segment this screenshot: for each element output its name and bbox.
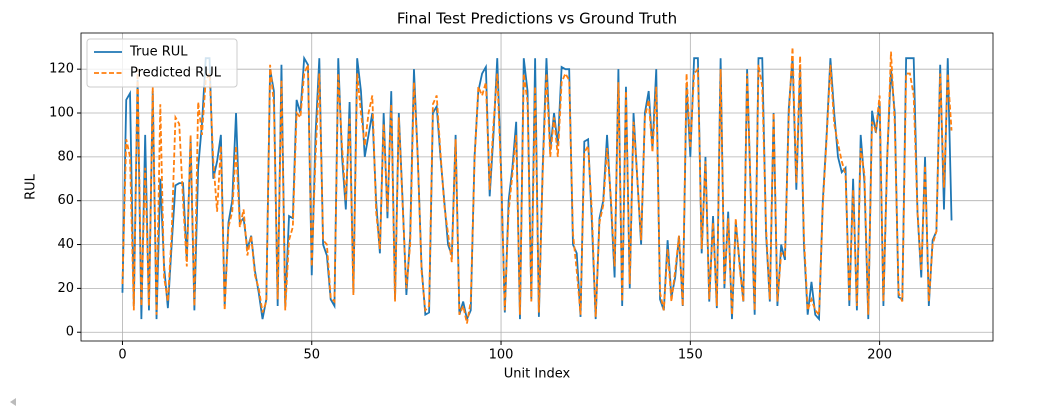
y-tick-label: 0 (66, 325, 74, 340)
y-tick-label: 80 (57, 149, 74, 164)
y-tick-label: 20 (57, 281, 74, 296)
y-tick-label: 40 (57, 237, 74, 252)
x-tick-label: 200 (867, 348, 892, 363)
y-tick-label: 100 (49, 106, 74, 121)
x-tick-label: 100 (489, 348, 514, 363)
x-tick-label: 50 (303, 348, 320, 363)
x-axis-label: Unit Index (504, 367, 571, 382)
chart-title: Final Test Predictions vs Ground Truth (397, 10, 677, 28)
x-tick-label: 150 (678, 348, 703, 363)
legend-label: True RUL (129, 45, 188, 60)
series-line (121, 47, 953, 324)
x-tick-label: 0 (118, 348, 126, 363)
legend-box (86, 38, 238, 88)
y-tick-label: 60 (57, 193, 74, 208)
plot-frame (80, 32, 994, 342)
y-tick-label: 120 (49, 62, 74, 77)
y-axis-label: RUL (24, 173, 39, 200)
scroll-arrow (10, 398, 16, 406)
legend-label: Predicted RUL (130, 66, 222, 81)
